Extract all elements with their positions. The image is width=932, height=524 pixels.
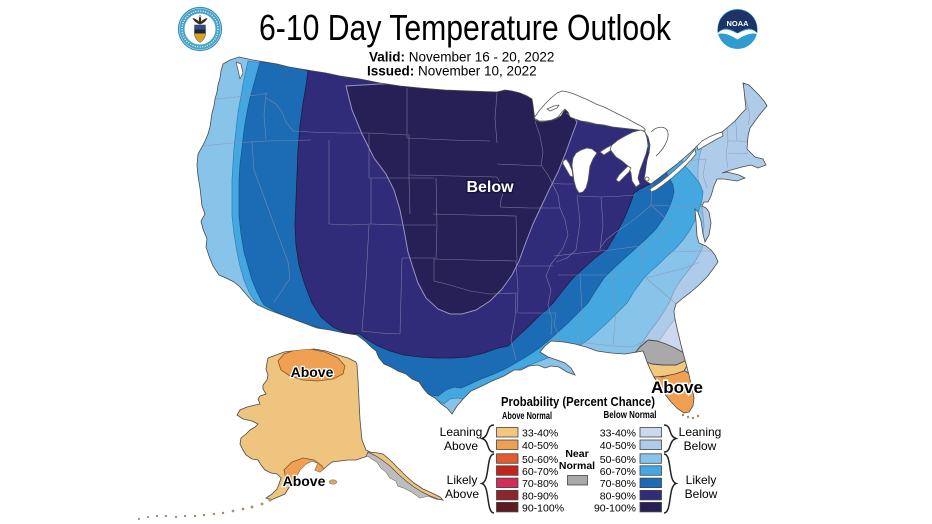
svg-text:80-90%: 80-90% (522, 490, 558, 502)
svg-text:Likely: Likely (686, 473, 717, 487)
svg-text:Above: Above (445, 487, 479, 501)
svg-text:50-60%: 50-60% (600, 454, 636, 466)
svg-text:33-40%: 33-40% (522, 428, 558, 440)
svg-text:33-40%: 33-40% (600, 428, 636, 440)
svg-text:Above Normal: Above Normal (502, 410, 552, 422)
svg-text:90-100%: 90-100% (522, 502, 564, 514)
svg-text:40-50%: 40-50% (600, 440, 636, 452)
svg-text:Above: Above (651, 378, 703, 397)
svg-text:Issued: November 10, 2022: Issued: November 10, 2022 (367, 64, 537, 79)
svg-text:40-50%: 40-50% (522, 440, 558, 452)
svg-text:Normal: Normal (559, 460, 595, 472)
svg-text:Below: Below (685, 487, 718, 501)
svg-text:Leaning: Leaning (679, 425, 722, 439)
svg-text:NOAA: NOAA (726, 19, 749, 28)
svg-text:Below Normal: Below Normal (604, 409, 657, 421)
svg-text:60-70%: 60-70% (522, 466, 558, 478)
svg-text:60-70%: 60-70% (600, 466, 636, 478)
svg-text:Above: Above (291, 364, 334, 380)
svg-text:90-100%: 90-100% (594, 502, 636, 514)
svg-text:Below: Below (684, 439, 717, 453)
svg-text:Probability (Percent Chance): Probability (Percent Chance) (501, 395, 655, 409)
svg-text:50-60%: 50-60% (522, 454, 558, 466)
svg-text:Near: Near (565, 448, 588, 460)
svg-text:Valid: November 16 - 20, 2022: Valid: November 16 - 20, 2022 (369, 50, 554, 65)
svg-text:Leaning: Leaning (440, 425, 483, 439)
svg-text:70-80%: 70-80% (522, 478, 558, 490)
svg-text:Likely: Likely (447, 473, 478, 487)
svg-text:Above: Above (444, 439, 478, 453)
svg-text:Above: Above (283, 473, 326, 489)
svg-text:80-90%: 80-90% (600, 490, 636, 502)
svg-text:70-80%: 70-80% (600, 478, 636, 490)
svg-text:Below: Below (466, 179, 514, 196)
svg-text:6-10 Day Temperature Outlook: 6-10 Day Temperature Outlook (259, 7, 672, 48)
